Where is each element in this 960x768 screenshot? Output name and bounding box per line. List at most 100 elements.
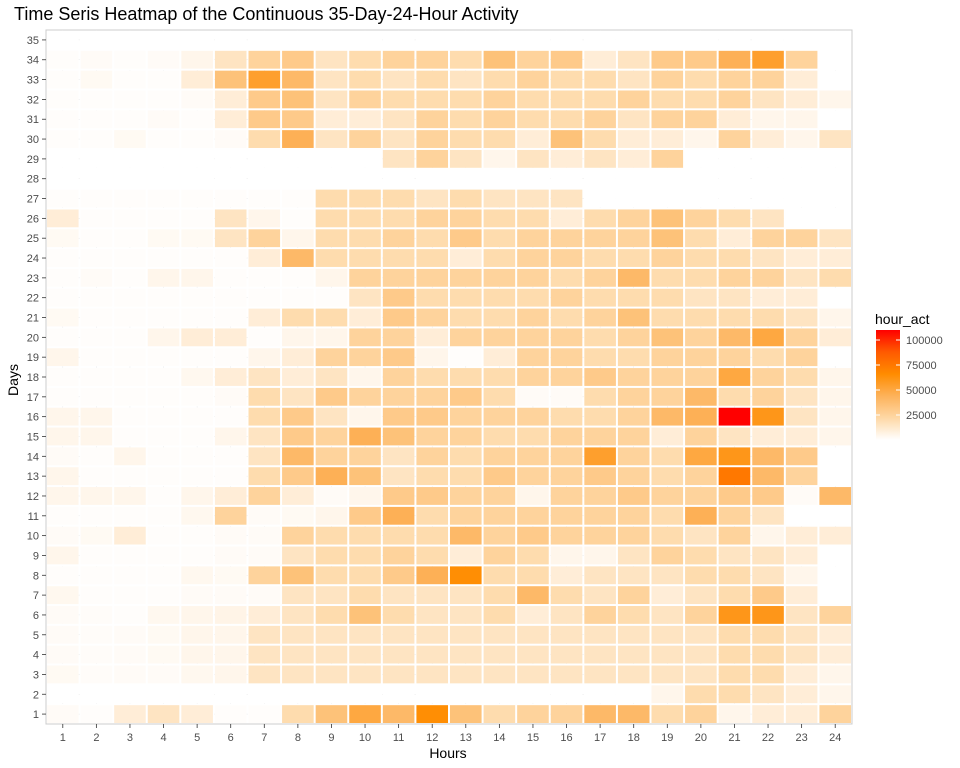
heatmap-cell: Day 32, Hour 22: 15000 — [752, 90, 784, 109]
heatmap-cell: Day 2, Hour 18: 0 — [617, 685, 650, 704]
heatmap-cell: Day 6, Hour 22: 60000 — [752, 606, 784, 624]
y-tick-label: 6 — [33, 610, 39, 622]
heatmap-cell: Day 2, Hour 24: 5000 — [819, 685, 851, 704]
heatmap-cell: Day 9, Hour 22: 15000 — [752, 546, 784, 565]
heatmap-cell: Day 17, Hour 12: 25000 — [416, 387, 448, 406]
heatmap-cell: Day 24, Hour 19: 25000 — [651, 249, 684, 267]
heatmap-cell: Day 12, Hour 17: 25000 — [584, 487, 616, 505]
heatmap-cell: Day 35, Hour 7: 0 — [248, 31, 281, 49]
heatmap-cell: Day 12, Hour 24: 40000 — [819, 487, 851, 505]
heatmap-cell: Day 5, Hour 18: 15000 — [617, 625, 650, 644]
heatmap-cell: Day 27, Hour 17: 0 — [584, 189, 616, 208]
heatmap-cell: Day 17, Hour 9: 30000 — [315, 387, 348, 406]
y-tick-label: 12 — [27, 491, 39, 503]
heatmap-cell: Day 9, Hour 9: 20000 — [315, 546, 348, 565]
heatmap-cell: Day 25, Hour 4: 3000 — [147, 229, 180, 248]
heatmap-cell: Day 2, Hour 19: 5000 — [651, 685, 684, 704]
heatmap-cell: Day 32, Hour 11: 20000 — [382, 90, 415, 109]
heatmap-cell: Day 17, Hour 8: 15000 — [282, 387, 314, 406]
heatmap-cell: Day 13, Hour 5: 1000 — [181, 467, 213, 486]
heatmap-cell: Day 31, Hour 9: 10000 — [315, 110, 348, 129]
heatmap-cell: Day 28, Hour 13: 0 — [450, 169, 482, 188]
heatmap-cell: Day 18, Hour 15: 25000 — [517, 368, 549, 386]
heatmap-cell: Day 9, Hour 11: 25000 — [382, 546, 415, 565]
heatmap-cell: Day 11, Hour 5: 4000 — [181, 506, 213, 525]
heatmap-cell: Day 8, Hour 13: 65000 — [450, 566, 482, 585]
heatmap-cell: Day 7, Hour 15: 40000 — [517, 586, 549, 605]
heatmap-cell: Day 18, Hour 17: 30000 — [584, 368, 616, 386]
heatmap-cell: Day 7, Hour 8: 15000 — [282, 586, 314, 605]
heatmap-cell: Day 34, Hour 21: 45000 — [718, 50, 751, 69]
heatmap-cell: Day 17, Hour 24: 5000 — [819, 387, 851, 406]
heatmap-cell: Day 23, Hour 9: 5000 — [315, 268, 348, 287]
heatmap-cell: Day 26, Hour 13: 25000 — [450, 209, 482, 228]
heatmap-cell: Day 2, Hour 22: 15000 — [752, 685, 784, 704]
heatmap-cell: Day 27, Hour 24: 0 — [819, 189, 851, 208]
heatmap-cell: Day 33, Hour 8: 40000 — [282, 70, 314, 89]
heatmap-cell: Day 29, Hour 16: 10000 — [550, 149, 583, 168]
heatmap-cell: Day 15, Hour 15: 20000 — [517, 427, 549, 446]
heatmap-cell: Day 35, Hour 8: 0 — [282, 31, 314, 49]
heatmap-cell: Day 23, Hour 10: 25000 — [349, 268, 381, 287]
heatmap-cell: Day 3, Hour 22: 20000 — [752, 665, 784, 684]
heatmap-cell: Day 1, Hour 13: 35000 — [450, 705, 482, 723]
heatmap-cell: Day 18, Hour 13: 20000 — [450, 368, 482, 386]
heatmap-cell: Day 3, Hour 11: 15000 — [382, 665, 415, 684]
heatmap-cell: Day 20, Hour 5: 10000 — [181, 328, 213, 347]
y-tick-label: 1 — [33, 709, 39, 721]
heatmap-cell: Day 20, Hour 7: 1000 — [248, 328, 281, 347]
heatmap-cell: Day 30, Hour 7: 20000 — [248, 130, 281, 148]
heatmap-cell: Day 24, Hour 3: 1000 — [114, 249, 146, 267]
heatmap-cell: Day 22, Hour 16: 25000 — [550, 288, 583, 307]
heatmap-cell: Day 35, Hour 22: 0 — [752, 31, 784, 49]
heatmap-cell: Day 13, Hour 21: 75000 — [718, 467, 751, 486]
x-tick-label: 23 — [796, 732, 808, 744]
heatmap-cell: Day 12, Hour 11: 30000 — [382, 487, 415, 505]
heatmap-cell: Day 14, Hour 2: 1000 — [80, 447, 113, 466]
heatmap-cell: Day 7, Hour 20: 15000 — [685, 586, 717, 605]
heatmap-cell: Day 23, Hour 20: 20000 — [685, 268, 717, 287]
y-tick-label: 32 — [27, 94, 39, 106]
heatmap-cell: Day 6, Hour 20: 25000 — [685, 606, 717, 624]
heatmap-cell: Day 13, Hour 13: 20000 — [450, 467, 482, 486]
heatmap-cell: Day 3, Hour 16: 15000 — [550, 665, 583, 684]
heatmap-cell: Day 7, Hour 14: 20000 — [483, 586, 516, 605]
heatmap-cell: Day 31, Hour 17: 25000 — [584, 110, 616, 129]
legend-title: hour_act — [875, 311, 930, 327]
heatmap-cell: Day 22, Hour 8: 1000 — [282, 288, 314, 307]
heatmap-cell: Day 2, Hour 7: 0 — [248, 685, 281, 704]
heatmap-cell: Day 28, Hour 2: 0 — [80, 169, 113, 188]
heatmap-cell: Day 24, Hour 14: 20000 — [483, 249, 516, 267]
heatmap-cell: Day 1, Hour 2: 1000 — [80, 705, 113, 723]
heatmap-cell: Day 17, Hour 14: 20000 — [483, 387, 516, 406]
heatmap-cell: Day 26, Hour 10: 20000 — [349, 209, 381, 228]
heatmap-cell: Day 29, Hour 17: 15000 — [584, 149, 616, 168]
heatmap-cell: Day 21, Hour 5: 1000 — [181, 308, 213, 327]
y-tick-label: 16 — [27, 412, 39, 424]
heatmap-cell: Day 12, Hour 22: 30000 — [752, 487, 784, 505]
heatmap-cell: Day 7, Hour 13: 15000 — [450, 586, 482, 605]
heatmap-cell: Day 16, Hour 4: 1000 — [147, 407, 180, 426]
y-tick-label: 10 — [27, 531, 39, 543]
heatmap-cell: Day 32, Hour 1: 1000 — [47, 90, 79, 109]
heatmap-cell: Day 9, Hour 20: 20000 — [685, 546, 717, 565]
heatmap-cell: Day 12, Hour 2: 5000 — [80, 487, 113, 505]
heatmap-cell: Day 28, Hour 12: 0 — [416, 169, 448, 188]
heatmap-cell: Day 32, Hour 16: 20000 — [550, 90, 583, 109]
heatmap-cell: Day 7, Hour 11: 15000 — [382, 586, 415, 605]
heatmap-cell: Day 14, Hour 7: 15000 — [248, 447, 281, 466]
heatmap-cell: Day 30, Hour 19: 10000 — [651, 130, 684, 148]
heatmap-cell: Day 4, Hour 7: 15000 — [248, 645, 281, 664]
heatmap-cell: Day 1, Hour 17: 40000 — [584, 705, 616, 723]
heatmap-cell: Day 5, Hour 10: 15000 — [349, 625, 381, 644]
heatmap-cell: Day 14, Hour 16: 25000 — [550, 447, 583, 466]
heatmap-cell: Day 7, Hour 2: 1000 — [80, 586, 113, 605]
heatmap-cell: Day 3, Hour 14: 15000 — [483, 665, 516, 684]
heatmap-cell: Day 8, Hour 24: 0 — [819, 566, 851, 585]
heatmap-cell: Day 35, Hour 3: 0 — [114, 31, 146, 49]
heatmap-cell: Day 35, Hour 1: 0 — [47, 31, 79, 49]
heatmap-cell: Day 17, Hour 21: 20000 — [718, 387, 751, 406]
heatmap-cell: Day 28, Hour 5: 0 — [181, 169, 213, 188]
heatmap-cell: Day 13, Hour 3: 1000 — [114, 467, 146, 486]
heatmap-cell: Day 15, Hour 1: 5000 — [47, 427, 79, 446]
